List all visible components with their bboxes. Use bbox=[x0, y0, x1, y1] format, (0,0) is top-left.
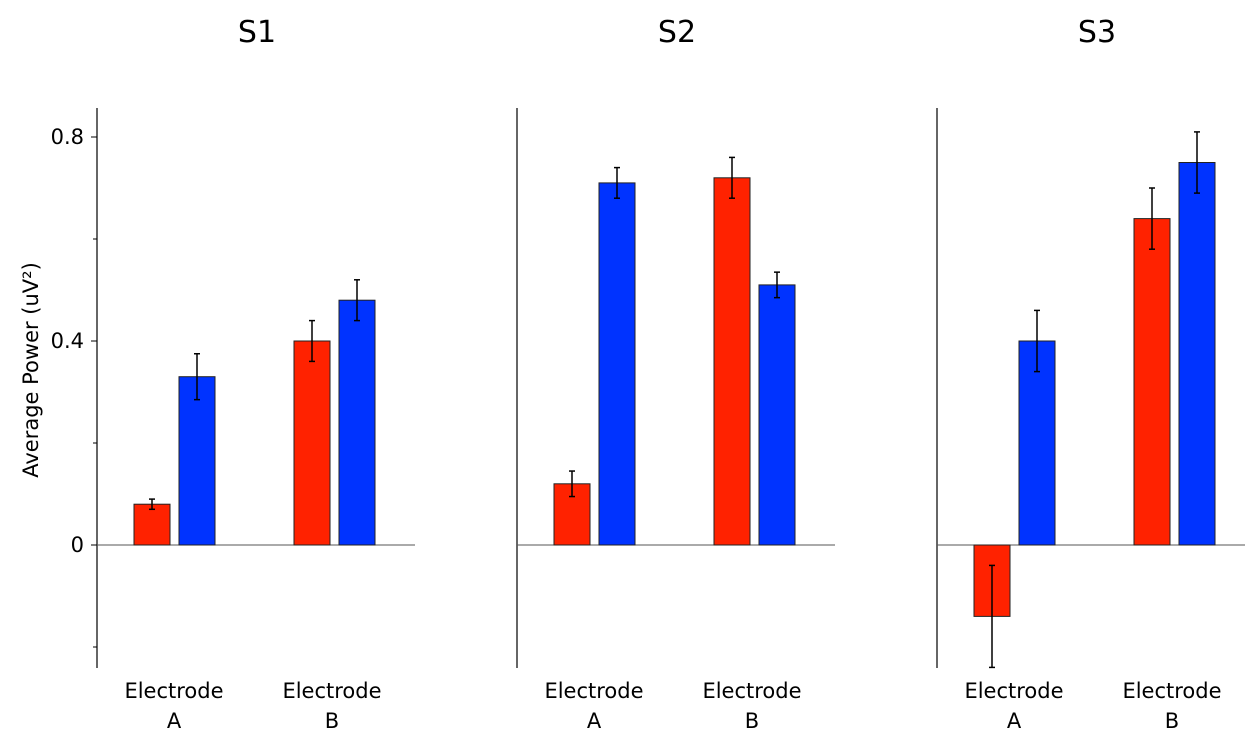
red-bar bbox=[133, 503, 171, 546]
category-label-sub: B bbox=[325, 709, 339, 733]
panel-title-s1: S1 bbox=[238, 15, 276, 50]
y-tick-label: 0 bbox=[71, 533, 84, 557]
y-tick-label: 0.4 bbox=[51, 329, 84, 353]
category-label: Electrode bbox=[964, 679, 1063, 703]
panel-title-s2: S2 bbox=[658, 15, 696, 50]
category-label-sub: A bbox=[587, 709, 602, 733]
category-label: Electrode bbox=[702, 679, 801, 703]
red-bar bbox=[713, 177, 751, 546]
category-label: Electrode bbox=[544, 679, 643, 703]
blue-bar bbox=[1178, 162, 1216, 546]
blue-bar bbox=[338, 299, 376, 546]
category-label-sub: A bbox=[1007, 709, 1022, 733]
red-bar bbox=[1133, 218, 1171, 546]
y-tick-label: 0.8 bbox=[51, 125, 84, 149]
category-label-sub: A bbox=[167, 709, 182, 733]
category-label: Electrode bbox=[124, 679, 223, 703]
category-label: Electrode bbox=[282, 679, 381, 703]
blue-bar bbox=[1018, 340, 1056, 546]
category-label: Electrode bbox=[1122, 679, 1221, 703]
panel-title-s3: S3 bbox=[1078, 15, 1116, 50]
blue-bar bbox=[178, 376, 216, 546]
category-label-sub: B bbox=[745, 709, 759, 733]
category-label-sub: B bbox=[1165, 709, 1179, 733]
blue-bar bbox=[758, 284, 796, 546]
blue-bar bbox=[598, 182, 636, 546]
red-bar bbox=[293, 340, 331, 546]
y-axis-label: Average Power (uV²) bbox=[19, 262, 43, 478]
